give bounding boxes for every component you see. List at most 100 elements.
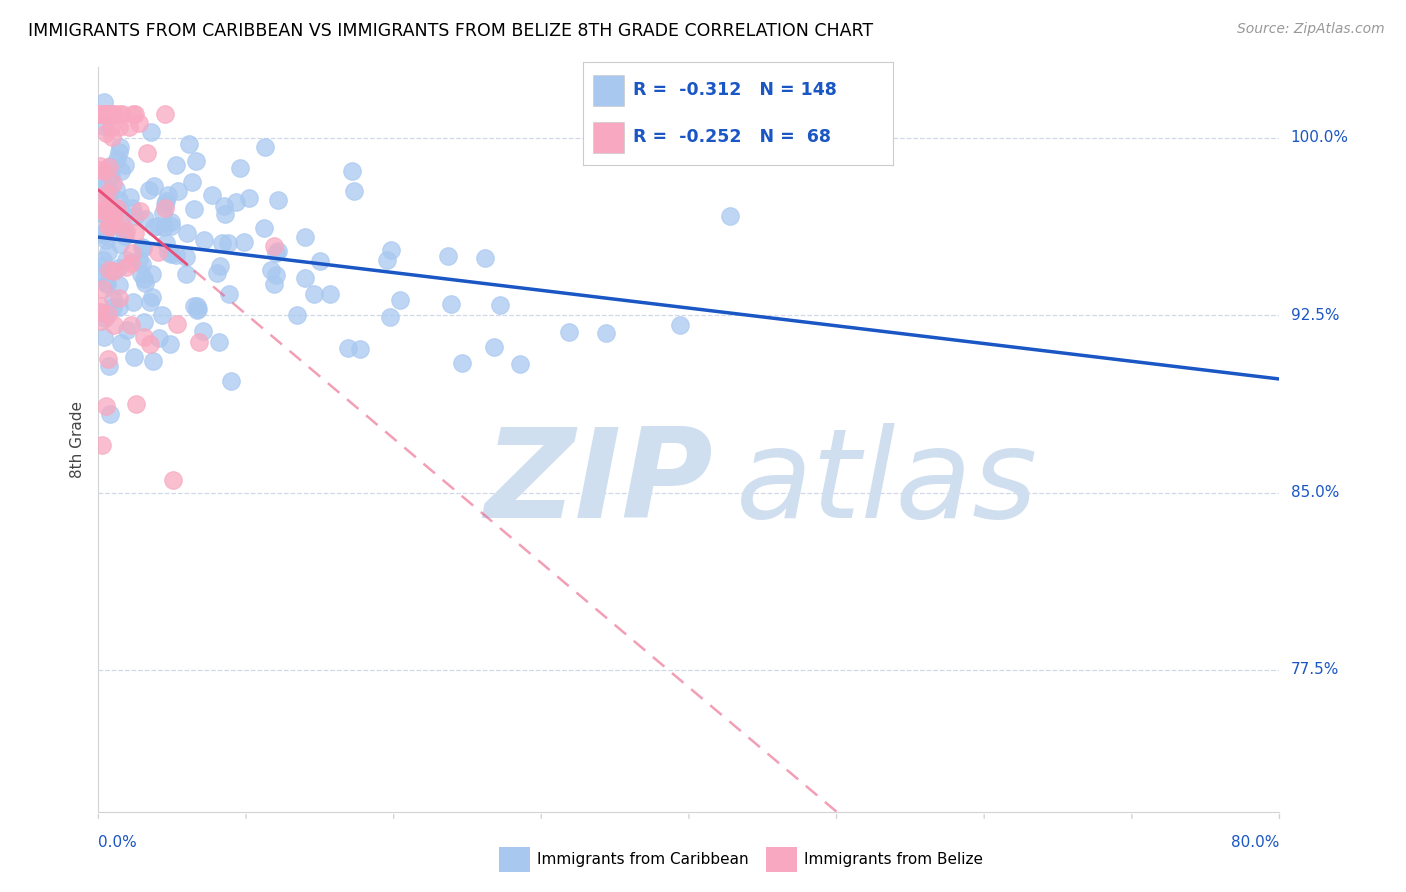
Point (96, 107, 118, 121)
Point (162, 473, 184, 487)
Point (98, 169, 121, 183)
Point (89, 305, 111, 319)
Point (96, 400, 118, 414)
Point (91, 107, 114, 121)
Point (165, 248, 187, 262)
Point (97, 245, 120, 260)
Text: atlas: atlas (737, 424, 1038, 544)
Point (97, 107, 120, 121)
Point (221, 374, 243, 388)
Point (214, 199, 236, 213)
Point (101, 206, 124, 220)
Point (91, 204, 114, 219)
Point (141, 268, 163, 282)
Point (89, 299, 111, 313)
Point (287, 308, 309, 322)
Point (101, 300, 124, 314)
Text: R =  -0.312   N = 148: R = -0.312 N = 148 (633, 81, 837, 99)
Point (141, 126, 163, 140)
Point (138, 182, 160, 196)
Point (128, 116, 150, 130)
Point (97, 262, 120, 277)
Point (91, 252, 114, 267)
Point (208, 335, 231, 350)
Point (97, 202, 120, 216)
Point (90, 206, 112, 220)
Point (96, 126, 118, 140)
Point (124, 226, 146, 240)
Point (191, 324, 214, 338)
Point (131, 257, 153, 271)
Point (193, 233, 215, 247)
Text: Immigrants from Caribbean: Immigrants from Caribbean (537, 853, 749, 867)
Point (148, 331, 170, 345)
Text: IMMIGRANTS FROM CARIBBEAN VS IMMIGRANTS FROM BELIZE 8TH GRADE CORRELATION CHART: IMMIGRANTS FROM CARIBBEAN VS IMMIGRANTS … (28, 22, 873, 40)
Point (121, 246, 143, 260)
Text: Immigrants from Belize: Immigrants from Belize (804, 853, 983, 867)
Point (89, 162, 111, 177)
Point (166, 317, 188, 331)
Point (153, 220, 176, 235)
Point (108, 291, 131, 305)
Point (96, 186, 118, 200)
Point (450, 356, 472, 370)
Point (135, 145, 157, 160)
Point (108, 202, 131, 216)
Point (260, 263, 283, 277)
Point (103, 176, 125, 190)
Point (142, 219, 165, 234)
Point (165, 158, 187, 172)
Point (186, 300, 208, 314)
Point (107, 300, 129, 314)
Point (558, 325, 581, 339)
Point (103, 264, 125, 278)
Point (153, 202, 176, 216)
Point (160, 246, 183, 260)
Text: 77.5%: 77.5% (1291, 663, 1339, 677)
Point (129, 267, 152, 281)
Point (482, 340, 505, 354)
Text: ZIP: ZIP (484, 424, 713, 544)
Point (720, 209, 742, 223)
Point (217, 236, 239, 251)
Point (89, 107, 111, 121)
Point (142, 354, 165, 368)
Point (100, 407, 122, 421)
Point (97, 203, 120, 218)
Point (124, 350, 146, 364)
Point (263, 239, 285, 253)
Y-axis label: 8th Grade: 8th Grade (69, 401, 84, 478)
Point (89, 305, 111, 319)
Point (105, 182, 128, 196)
Point (120, 256, 142, 270)
Point (294, 270, 316, 285)
Point (89, 160, 111, 174)
Point (238, 191, 260, 205)
Point (91, 119, 114, 133)
Point (218, 287, 240, 301)
Point (157, 188, 180, 202)
Point (100, 169, 122, 183)
Point (105, 201, 128, 215)
Point (343, 184, 366, 198)
Point (108, 145, 131, 160)
Point (98, 159, 121, 173)
Point (101, 107, 124, 121)
Point (233, 235, 256, 249)
Point (134, 212, 156, 227)
Point (100, 120, 122, 135)
Point (118, 120, 141, 134)
Point (209, 260, 232, 274)
Point (91, 190, 114, 204)
Point (118, 190, 141, 204)
Point (89, 107, 111, 121)
Point (93, 95, 115, 110)
Point (187, 301, 209, 316)
Point (263, 277, 285, 292)
Point (107, 261, 129, 276)
Text: 85.0%: 85.0% (1291, 485, 1339, 500)
Point (107, 193, 129, 207)
Point (152, 206, 174, 220)
Point (108, 236, 131, 251)
Point (115, 253, 138, 268)
